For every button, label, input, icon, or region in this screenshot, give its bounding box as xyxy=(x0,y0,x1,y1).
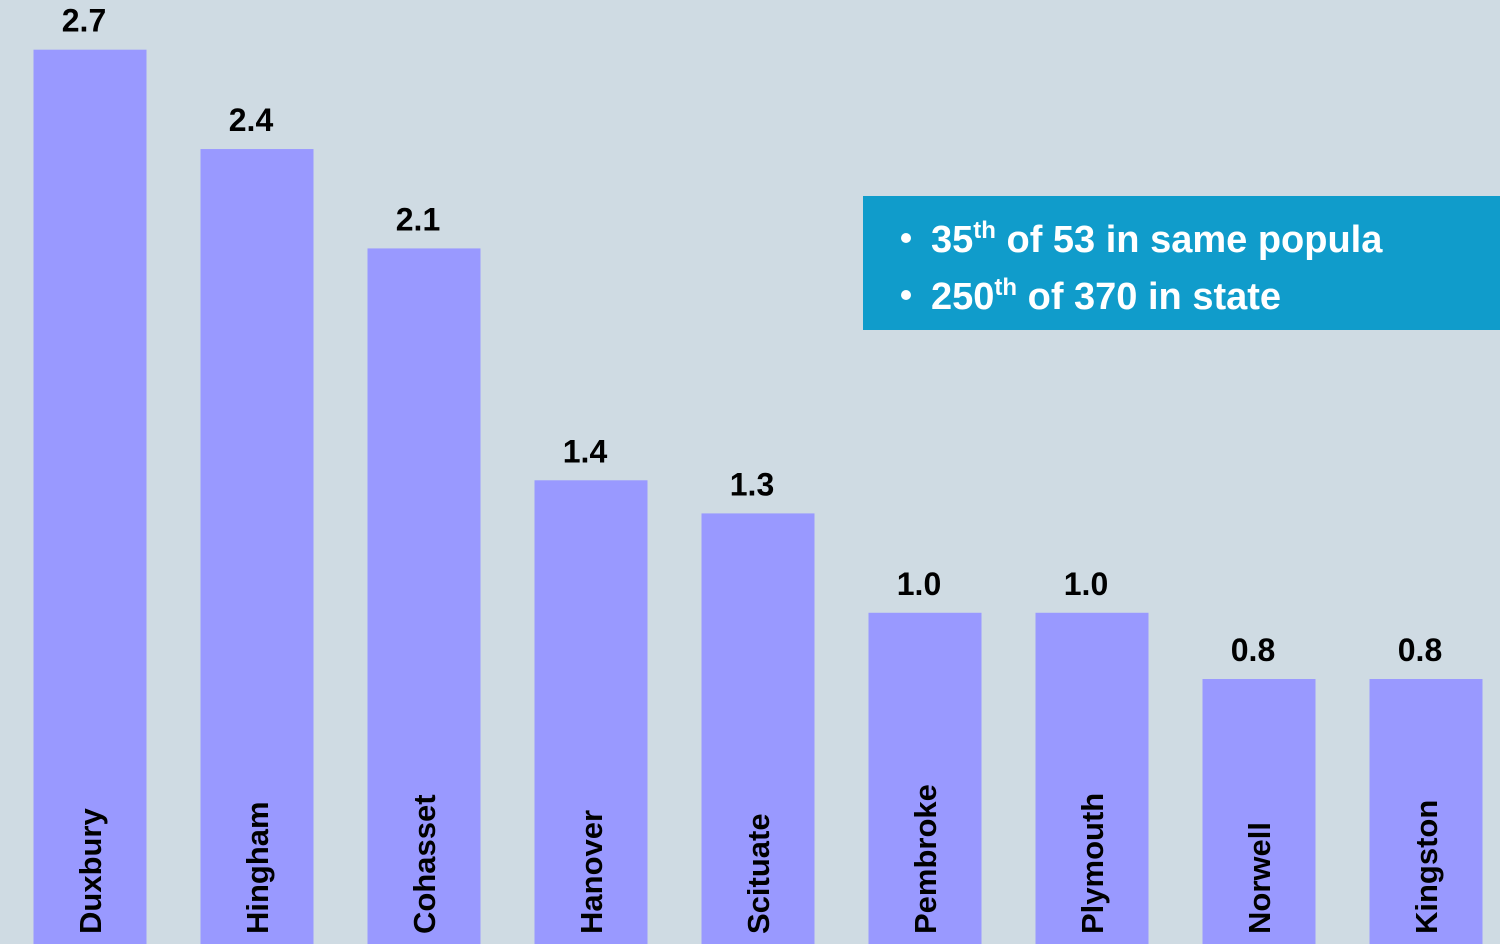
bar xyxy=(200,149,314,944)
bar xyxy=(534,480,648,944)
category-label: Kingston xyxy=(1409,800,1444,934)
category-label: Cohasset xyxy=(407,794,442,934)
value-label: 0.8 xyxy=(1231,632,1275,668)
bullet xyxy=(901,233,911,243)
value-label: 2.4 xyxy=(229,102,274,138)
category-label: Norwell xyxy=(1242,822,1277,934)
category-label: Duxbury xyxy=(73,808,108,935)
category-label: Plymouth xyxy=(1075,793,1110,934)
bar xyxy=(868,612,982,944)
value-label: 2.7 xyxy=(62,3,106,39)
bar xyxy=(701,513,815,944)
annotation-rank: 250 xyxy=(931,276,994,318)
annotation-suffix: th xyxy=(973,217,996,244)
value-label: 1.0 xyxy=(897,566,941,602)
category-label: Scituate xyxy=(741,813,776,934)
value-label: 1.3 xyxy=(730,466,774,502)
bar xyxy=(1202,679,1316,944)
value-label: 0.8 xyxy=(1398,632,1442,668)
annotation-suffix: th xyxy=(994,274,1017,301)
value-label: 1.4 xyxy=(563,433,608,469)
value-label: 1.0 xyxy=(1064,566,1108,602)
bar xyxy=(1035,612,1149,944)
bar xyxy=(367,248,481,944)
annotation-rank: 35 xyxy=(931,219,973,261)
bullet xyxy=(901,290,911,300)
category-label: Pembroke xyxy=(908,784,943,934)
annotation: 250th of 370 in state xyxy=(931,274,1281,318)
category-label: Hingham xyxy=(240,801,275,934)
category-label: Hanover xyxy=(574,810,609,934)
annotation-text: of 370 in state xyxy=(1017,276,1281,318)
bar xyxy=(1369,679,1483,944)
annotation-box xyxy=(863,196,1500,330)
value-label: 2.1 xyxy=(396,201,440,237)
annotation: 35th of 53 in same popula xyxy=(931,217,1383,261)
annotation-text: of 53 in same popula xyxy=(996,219,1383,261)
bar xyxy=(33,49,147,944)
